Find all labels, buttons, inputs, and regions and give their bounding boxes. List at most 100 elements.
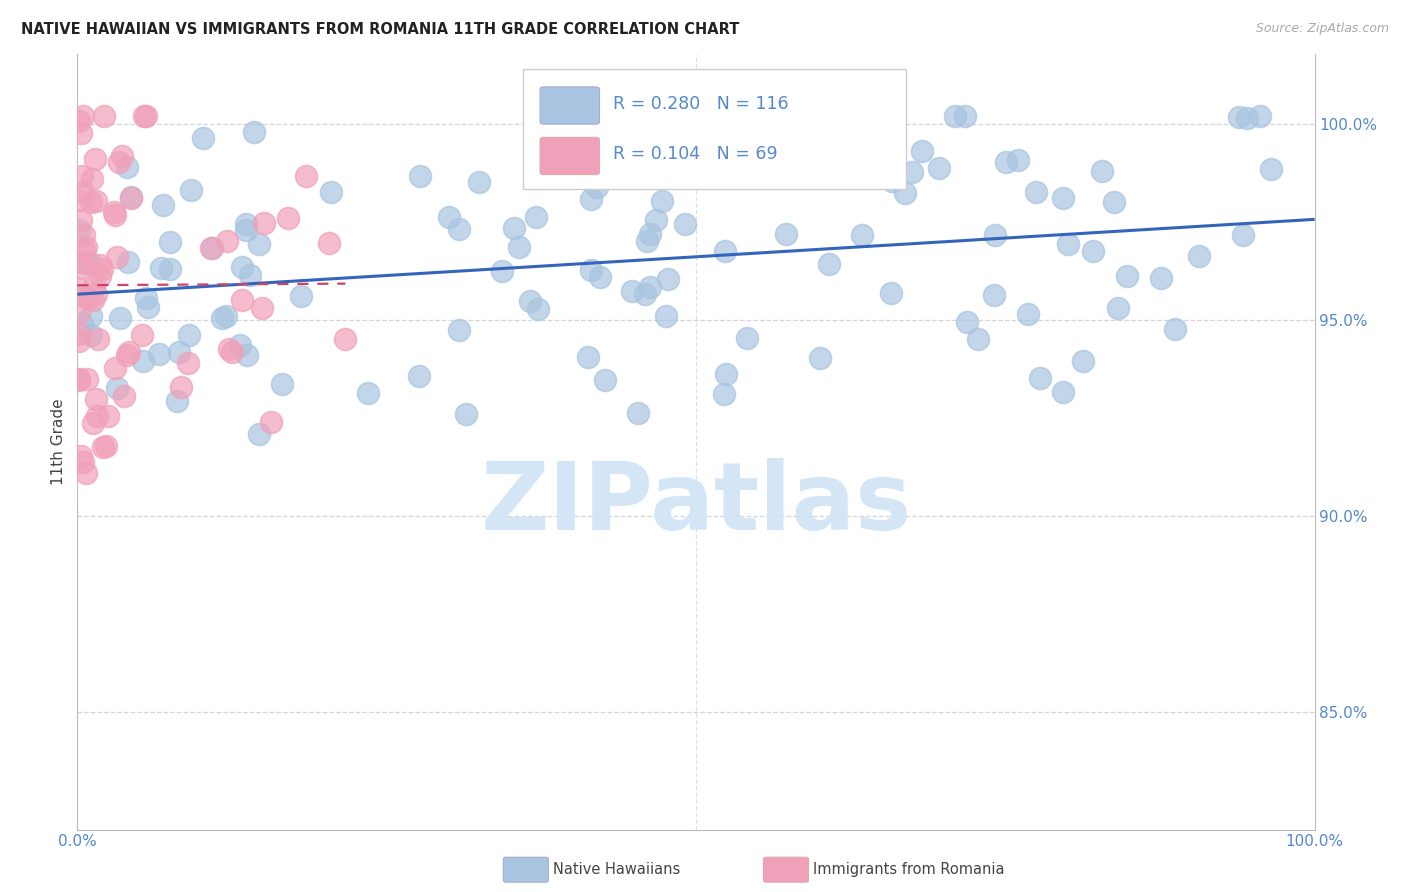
Point: [882, 174, 904, 188]
Point: [640, 280, 662, 294]
Point: [775, 227, 797, 241]
Point: [110, 149, 132, 163]
Point: [408, 169, 430, 183]
Point: [467, 175, 489, 189]
Point: [449, 221, 471, 235]
Point: [215, 234, 238, 248]
Point: [67, 373, 90, 387]
Point: [80, 309, 103, 323]
Point: [1017, 307, 1039, 321]
Point: [70, 213, 93, 227]
Point: [808, 351, 831, 366]
Point: [576, 350, 599, 364]
Point: [169, 380, 191, 394]
Point: [1227, 110, 1250, 124]
Point: [503, 221, 526, 235]
Point: [70, 255, 93, 269]
Point: [70, 260, 93, 274]
Point: [651, 194, 673, 208]
Point: [357, 385, 380, 400]
Point: [118, 345, 141, 359]
Point: [1025, 186, 1047, 200]
Y-axis label: 11th Grade: 11th Grade: [51, 398, 66, 485]
Point: [104, 360, 127, 375]
Point: [994, 154, 1017, 169]
Point: [508, 240, 530, 254]
Point: [1260, 162, 1282, 177]
Point: [242, 125, 264, 139]
Point: [235, 223, 257, 237]
Point: [1249, 109, 1271, 123]
Point: [253, 216, 276, 230]
Point: [1236, 112, 1258, 126]
Text: Source: ZipAtlas.com: Source: ZipAtlas.com: [1256, 22, 1389, 36]
Point: [76, 372, 98, 386]
Point: [714, 244, 737, 259]
Point: [1083, 244, 1105, 258]
Point: [93, 109, 115, 123]
Point: [120, 190, 142, 204]
Text: NATIVE HAWAIIAN VS IMMIGRANTS FROM ROMANIA 11TH GRADE CORRELATION CHART: NATIVE HAWAIIAN VS IMMIGRANTS FROM ROMAN…: [21, 22, 740, 37]
Point: [108, 310, 131, 325]
Point: [91, 262, 114, 277]
Point: [527, 301, 550, 316]
Point: [91, 440, 114, 454]
Point: [851, 227, 873, 242]
Point: [67, 223, 90, 237]
Point: [1107, 301, 1129, 315]
Point: [70, 126, 93, 140]
Point: [589, 269, 612, 284]
Point: [260, 415, 283, 429]
Point: [159, 235, 181, 249]
Text: Native Hawaiians: Native Hawaiians: [553, 863, 681, 877]
Point: [80, 327, 103, 342]
Point: [148, 347, 170, 361]
Point: [177, 327, 200, 342]
Point: [79, 255, 101, 269]
Point: [1052, 191, 1074, 205]
Point: [136, 301, 159, 315]
Point: [956, 315, 979, 329]
Point: [579, 263, 602, 277]
Point: [735, 331, 758, 345]
Point: [894, 186, 917, 200]
Point: [247, 427, 270, 442]
Point: [1029, 370, 1052, 384]
Point: [218, 342, 240, 356]
Point: [80, 195, 103, 210]
Point: [277, 211, 299, 225]
Point: [67, 306, 90, 320]
Point: [318, 235, 340, 250]
Point: [73, 228, 96, 243]
Point: [115, 160, 138, 174]
Point: [290, 289, 312, 303]
Text: R = 0.104   N = 69: R = 0.104 N = 69: [613, 145, 778, 163]
Point: [82, 416, 104, 430]
Point: [928, 161, 950, 175]
Point: [519, 294, 541, 309]
Point: [67, 114, 90, 128]
Point: [524, 210, 547, 224]
Point: [86, 332, 108, 346]
Point: [83, 279, 105, 293]
Point: [221, 344, 243, 359]
Point: [67, 326, 90, 341]
Point: [167, 344, 190, 359]
Point: [159, 262, 181, 277]
Point: [1232, 228, 1254, 243]
Point: [627, 405, 650, 419]
Point: [1056, 236, 1078, 251]
Point: [1164, 321, 1187, 335]
Point: [1052, 385, 1074, 400]
Point: [335, 332, 357, 346]
Point: [880, 285, 903, 300]
Point: [70, 449, 93, 463]
Point: [89, 268, 111, 283]
Point: [135, 291, 157, 305]
Point: [70, 169, 93, 184]
Point: [818, 257, 841, 271]
Point: [668, 162, 690, 177]
Point: [1150, 271, 1173, 285]
Point: [180, 183, 202, 197]
Point: [239, 268, 262, 282]
